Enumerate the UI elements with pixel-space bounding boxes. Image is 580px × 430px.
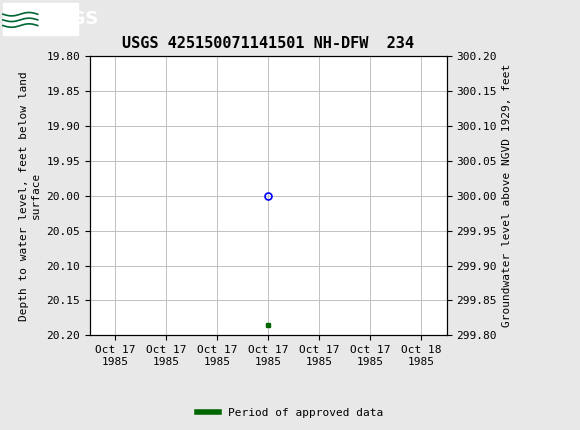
Y-axis label: Depth to water level, feet below land
surface: Depth to water level, feet below land su… bbox=[19, 71, 41, 320]
FancyBboxPatch shape bbox=[3, 3, 78, 35]
Legend: Period of approved data: Period of approved data bbox=[193, 403, 387, 422]
Text: USGS: USGS bbox=[44, 10, 99, 28]
Y-axis label: Groundwater level above NGVD 1929, feet: Groundwater level above NGVD 1929, feet bbox=[502, 64, 512, 327]
Title: USGS 425150071141501 NH-DFW  234: USGS 425150071141501 NH-DFW 234 bbox=[122, 36, 414, 51]
